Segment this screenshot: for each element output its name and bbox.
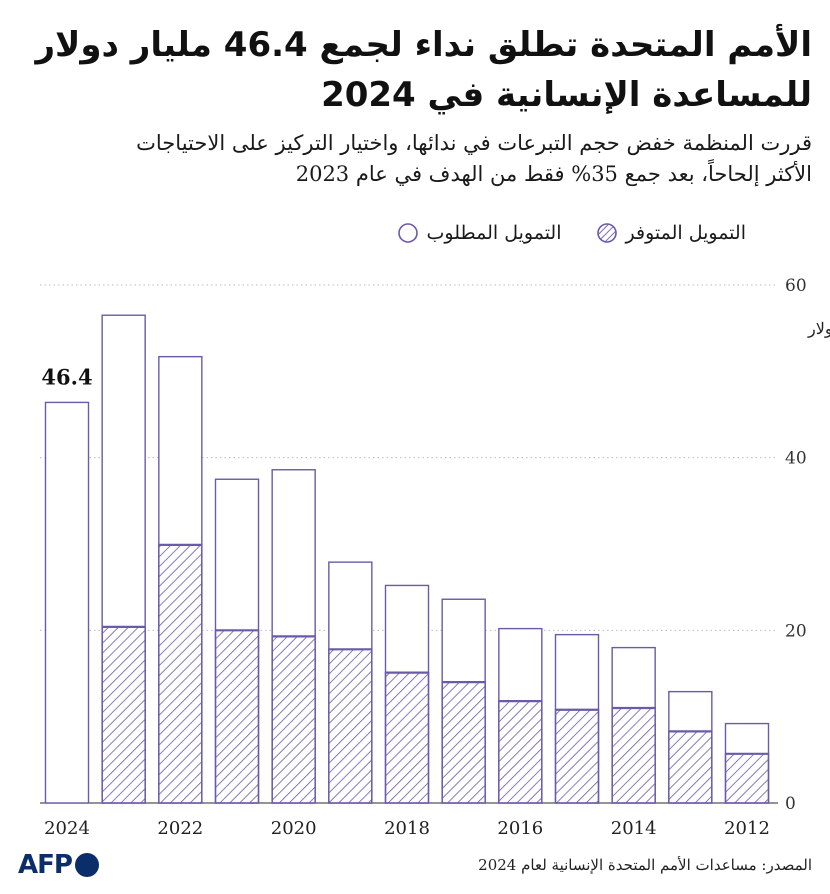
title-line-2: للمساعدة الإنسانية في 2024	[321, 75, 812, 115]
data-label-2024: 46.4	[41, 364, 92, 389]
logo-circle-icon	[74, 853, 99, 877]
axis-labels: 0 20 40 60 مليار دولار 2024 46.4 2022 2020 2018 20…	[41, 276, 830, 839]
x-tick-label-2016: 2016	[497, 818, 543, 839]
legend-item-required: التمويل المطلوب	[397, 222, 562, 244]
afp-logo: AFP	[18, 850, 100, 880]
bar-required-2024	[44, 401, 90, 804]
x-tick-label-2014: 2014	[611, 818, 657, 839]
y-tick-label-0: 0	[785, 794, 796, 814]
x-tick-label-2022: 2022	[157, 818, 203, 839]
y-tick-label-40: 40	[785, 449, 807, 469]
subtitle-line-1: قررت المنظمة خفض حجم التبرعات في ندائها،…	[136, 131, 812, 155]
bar-chart: 0 20 40 60 مليار دولار 2024 46.4 2022 2020 2018 20…	[40, 276, 830, 839]
chart-legend: التمويل المطلوب التمويل المتوفر	[397, 216, 746, 250]
bar-available-2023	[101, 626, 146, 804]
bar-available-2015	[554, 709, 600, 804]
bar-available-2019	[328, 648, 373, 804]
bar-available-2013	[668, 730, 713, 804]
y-tick-label-60: 60	[785, 276, 807, 296]
y-tick-label-20: 20	[785, 621, 807, 641]
x-tick-label-2024: 2024	[44, 818, 90, 839]
bar-available-2014	[611, 707, 656, 804]
bar-available-2016	[498, 700, 543, 804]
legend-swatch-required-icon	[397, 223, 418, 243]
bar-available-2021	[214, 629, 260, 804]
bar-available-2020	[271, 635, 316, 804]
legend-item-available: التمويل المتوفر	[596, 222, 747, 244]
chart-subtitle: قررت المنظمة خفض حجم التبرعات في ندائها،…	[12, 128, 812, 190]
bar-available-2022	[158, 544, 203, 804]
legend-label-available: التمويل المتوفر	[625, 222, 747, 244]
legend-swatch-available-icon	[596, 223, 617, 243]
x-tick-label-2012: 2012	[724, 818, 770, 839]
bars	[44, 314, 770, 804]
chart-title: الأمم المتحدة تطلق نداء لجمع 46.4 مليار …	[12, 20, 812, 120]
title-line-1: الأمم المتحدة تطلق نداء لجمع 46.4 مليار …	[35, 25, 812, 65]
subtitle-line-2: الأكثر إلحاحاً، بعد جمع 35% فقط من الهدف…	[295, 162, 812, 186]
x-tick-label-2018: 2018	[384, 818, 430, 839]
y-axis-unit-label: مليار دولار	[807, 319, 830, 338]
bar-available-2018	[384, 671, 430, 804]
source-note: المصدر: مساعدات الأمم المتحدة الإنسانية …	[478, 856, 812, 874]
legend-label-required: التمويل المطلوب	[426, 222, 562, 244]
logo-text: AFP	[18, 850, 73, 880]
bar-available-2012	[724, 753, 770, 804]
bar-available-2017	[441, 681, 486, 804]
x-tick-label-2020: 2020	[271, 818, 317, 839]
